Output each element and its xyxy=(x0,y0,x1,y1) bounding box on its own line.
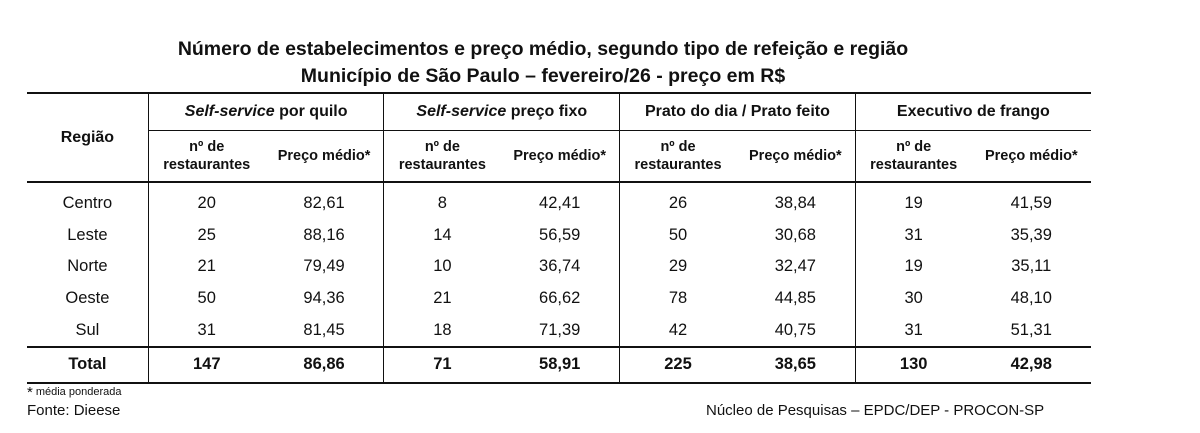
cell-value: 26 xyxy=(619,181,736,220)
group-header-prato-do-dia: Prato do dia / Prato feito xyxy=(619,92,856,131)
sub-header-count: nº de restaurantes xyxy=(619,130,736,182)
sub-header-count-line2: restaurantes xyxy=(398,157,486,173)
sub-header-count-line1: nº de xyxy=(424,139,460,155)
sub-header-price: Preço médio* xyxy=(971,130,1091,182)
cell-value: 66,62 xyxy=(539,289,581,308)
cell-value: 38,84 xyxy=(735,181,856,220)
cell-value: 30 xyxy=(854,282,972,315)
sub-header-count: nº de restaurantes xyxy=(147,130,265,182)
sub-header-price: Preço médio* xyxy=(735,130,856,182)
sub-header-count-line1: nº de xyxy=(189,139,225,155)
total-value: 130 xyxy=(854,345,972,384)
table-row: Leste 25 88,16 14 56,59 50 30,68 31 35,3… xyxy=(27,219,1091,252)
cell-value: 32,47 xyxy=(774,257,816,276)
total-value: 58,91 xyxy=(500,345,620,384)
group-header-executivo-frango: Executivo de frango xyxy=(854,92,1091,131)
cell-value: 42,41 xyxy=(500,181,620,220)
cell-value: 20 xyxy=(147,181,265,220)
footnote: * média ponderada xyxy=(27,384,121,401)
cell-value: 31 xyxy=(147,314,265,347)
sub-header-count-line2: restaurantes xyxy=(163,157,251,173)
cell-value: 51,31 xyxy=(1010,320,1052,339)
total-value: 42,98 xyxy=(971,345,1091,384)
credit-note: Núcleo de Pesquisas – EPDC/DEP - PROCON-… xyxy=(706,402,1045,419)
table-row: Norte 21 79,49 10 36,74 29 32,47 19 35,1… xyxy=(27,251,1091,283)
total-value: 86,86 xyxy=(264,345,384,384)
table-row: Sul 31 81,45 18 71,39 42 40,75 31 51,31 xyxy=(27,314,1091,347)
cell-value: 50 xyxy=(147,282,265,315)
cell-value: 42 xyxy=(619,314,736,347)
cell-value: 50 xyxy=(619,219,736,252)
table-subtitle: Município de São Paulo – fevereiro/26 - … xyxy=(300,65,786,87)
group-header-self-service-kilo: Self-service por quilo xyxy=(147,92,384,131)
data-table: Região Self-service por quilo Self-servi… xyxy=(27,92,1091,384)
group-header-italic: Self-service xyxy=(416,103,507,120)
sub-header-count-line2: restaurantes xyxy=(634,157,722,173)
group-header-rest: preço fixo xyxy=(506,103,588,120)
cell-value: 81,45 xyxy=(303,320,345,339)
cell-value: 29 xyxy=(619,251,736,283)
total-value: 71 xyxy=(383,345,501,384)
cell-value: 94,36 xyxy=(303,289,345,308)
sub-header-count: nº de restaurantes xyxy=(383,130,501,182)
cell-value: 35,39 xyxy=(1010,225,1052,244)
sub-header-count: nº de restaurantes xyxy=(854,130,972,182)
table-title: Número de estabelecimentos e preço médio… xyxy=(177,38,909,60)
sub-header-price: Preço médio* xyxy=(264,130,384,182)
source-note: Fonte: Dieese xyxy=(27,402,121,419)
cell-value: 21 xyxy=(147,251,265,283)
cell-value: 36,74 xyxy=(539,257,581,276)
group-header-italic: Self-service xyxy=(184,103,275,120)
cell-value: 10 xyxy=(383,251,501,283)
cell-value: 31 xyxy=(854,219,972,252)
group-header-self-service-fixed: Self-service preço fixo xyxy=(383,92,620,131)
cell-value: 14 xyxy=(383,219,501,252)
cell-value: 21 xyxy=(383,282,501,315)
row-region: Leste xyxy=(67,225,108,244)
cell-value: 40,75 xyxy=(774,320,816,339)
footnote-text: média ponderada xyxy=(35,386,122,398)
cell-value: 56,59 xyxy=(539,225,581,244)
cell-value: 78 xyxy=(619,282,736,315)
cell-value: 31 xyxy=(854,314,972,347)
cell-value: 35,11 xyxy=(1011,257,1052,276)
cell-value: 71,39 xyxy=(539,320,581,339)
cell-value: 19 xyxy=(854,181,972,220)
total-value: 225 xyxy=(619,345,736,384)
cell-value: 25 xyxy=(147,219,265,252)
cell-value: 19 xyxy=(854,251,972,283)
row-region: Centro xyxy=(27,181,149,220)
group-header-rest: Prato do dia / Prato feito xyxy=(644,103,830,120)
cell-value: 18 xyxy=(383,314,501,347)
cell-value: 82,61 xyxy=(264,181,384,220)
table-row: Oeste 50 94,36 21 66,62 78 44,85 30 48,1… xyxy=(27,282,1091,315)
total-label: Total xyxy=(27,345,149,384)
region-header: Região xyxy=(27,92,149,182)
cell-value: 44,85 xyxy=(774,289,816,308)
cell-value: 41,59 xyxy=(971,181,1091,220)
row-region: Sul xyxy=(75,320,100,339)
group-header-rest: por quilo xyxy=(274,103,348,120)
sub-header-count-line2: restaurantes xyxy=(870,157,958,173)
sub-header-price: Preço médio* xyxy=(500,130,620,182)
sub-header-count-line1: nº de xyxy=(896,139,932,155)
cell-value: 79,49 xyxy=(303,257,345,276)
sub-header-count-line1: nº de xyxy=(660,139,696,155)
row-region: Norte xyxy=(67,257,108,276)
total-value: 38,65 xyxy=(735,345,856,384)
cell-value: 48,10 xyxy=(1010,289,1052,308)
cell-value: 30,68 xyxy=(774,225,816,244)
total-value: 147 xyxy=(147,345,265,384)
cell-value: 8 xyxy=(383,181,501,220)
cell-value: 88,16 xyxy=(303,225,345,244)
table-row: Centro 20 82,61 8 42,41 26 38,84 19 41,5… xyxy=(27,181,1091,220)
row-region: Oeste xyxy=(65,289,110,308)
footnote-star: * xyxy=(27,384,33,401)
group-header-rest: Executivo de frango xyxy=(896,103,1050,120)
total-row: Total 147 86,86 71 58,91 225 38,65 130 4… xyxy=(27,345,1091,384)
